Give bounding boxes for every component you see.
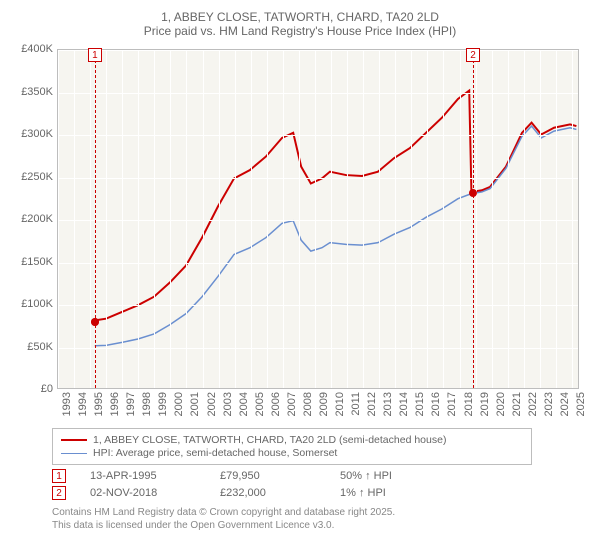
plot-area: 12	[57, 49, 579, 389]
legend-row-price: 1, ABBEY CLOSE, TATWORTH, CHARD, TA20 2L…	[61, 434, 523, 446]
legend-swatch-hpi	[61, 453, 87, 454]
series-hpi	[95, 126, 577, 346]
y-axis-label: £400K	[15, 43, 53, 55]
y-axis-label: £250K	[15, 171, 53, 183]
footer-line-2: This data is licensed under the Open Gov…	[52, 519, 590, 532]
x-axis-label: 1996	[109, 392, 121, 416]
event-price: £79,950	[220, 470, 340, 482]
event-date: 13-APR-1995	[90, 470, 220, 482]
x-axis-label: 2021	[511, 392, 523, 416]
x-axis-label: 1997	[125, 392, 137, 416]
event-row: 2 02-NOV-2018 £232,000 1% ↑ HPI	[52, 486, 532, 500]
x-axis-label: 2022	[527, 392, 539, 416]
y-axis-label: £0	[15, 383, 53, 395]
event-pct: 1% ↑ HPI	[340, 487, 440, 499]
chart-lines	[58, 50, 578, 388]
legend: 1, ABBEY CLOSE, TATWORTH, CHARD, TA20 2L…	[52, 428, 532, 465]
x-axis-label: 2004	[238, 392, 250, 416]
x-axis-label: 2023	[543, 392, 555, 416]
event-row: 1 13-APR-1995 £79,950 50% ↑ HPI	[52, 469, 532, 483]
title-subtitle: Price paid vs. HM Land Registry's House …	[10, 24, 590, 38]
event-marker-2: 2	[52, 486, 66, 500]
x-axis-label: 2010	[334, 392, 346, 416]
events-table: 1 13-APR-1995 £79,950 50% ↑ HPI 2 02-NOV…	[52, 469, 532, 500]
x-axis-label: 2017	[446, 392, 458, 416]
x-axis-label: 1993	[61, 392, 73, 416]
footer: Contains HM Land Registry data © Crown c…	[52, 506, 590, 532]
chart-title: 1, ABBEY CLOSE, TATWORTH, CHARD, TA20 2L…	[10, 10, 590, 38]
x-axis-label: 2015	[414, 392, 426, 416]
x-axis-label: 1994	[77, 392, 89, 416]
y-axis-label: £50K	[15, 341, 53, 353]
x-axis-label: 2001	[189, 392, 201, 416]
event-price: £232,000	[220, 487, 340, 499]
x-axis-label: 2013	[382, 392, 394, 416]
y-axis-label: £200K	[15, 213, 53, 225]
x-axis-label: 2014	[398, 392, 410, 416]
footer-line-1: Contains HM Land Registry data © Crown c…	[52, 506, 590, 519]
legend-label-hpi: HPI: Average price, semi-detached house,…	[93, 447, 337, 459]
series-start-dot	[91, 318, 99, 326]
x-axis-label: 1999	[157, 392, 169, 416]
legend-row-hpi: HPI: Average price, semi-detached house,…	[61, 447, 523, 459]
x-axis-label: 2020	[495, 392, 507, 416]
x-axis-label: 2012	[366, 392, 378, 416]
x-axis-label: 2003	[222, 392, 234, 416]
event-dot-2	[469, 189, 477, 197]
x-axis-label: 2011	[350, 392, 362, 416]
x-axis-label: 2018	[463, 392, 475, 416]
legend-label-price: 1, ABBEY CLOSE, TATWORTH, CHARD, TA20 2L…	[93, 434, 446, 446]
x-axis-label: 2016	[430, 392, 442, 416]
event-marker-1: 1	[52, 469, 66, 483]
x-axis-label: 1998	[141, 392, 153, 416]
y-axis-label: £300K	[15, 128, 53, 140]
event-pct: 50% ↑ HPI	[340, 470, 440, 482]
legend-swatch-price	[61, 439, 87, 441]
title-address: 1, ABBEY CLOSE, TATWORTH, CHARD, TA20 2L…	[10, 10, 590, 24]
y-axis-label: £100K	[15, 298, 53, 310]
y-axis-label: £350K	[15, 86, 53, 98]
chart: 12 £0£50K£100K£150K£200K£250K£300K£350K£…	[15, 44, 585, 424]
x-axis-label: 2005	[254, 392, 266, 416]
x-axis-label: 2025	[575, 392, 587, 416]
series-price_paid	[95, 91, 577, 321]
x-axis-label: 2000	[173, 392, 185, 416]
x-axis-label: 2009	[318, 392, 330, 416]
y-axis-label: £150K	[15, 256, 53, 268]
x-axis-label: 2024	[559, 392, 571, 416]
x-axis-label: 2019	[479, 392, 491, 416]
x-axis-label: 1995	[93, 392, 105, 416]
x-axis-label: 2006	[270, 392, 282, 416]
event-flag-2: 2	[466, 48, 480, 62]
event-date: 02-NOV-2018	[90, 487, 220, 499]
x-axis-label: 2008	[302, 392, 314, 416]
event-flag-1: 1	[88, 48, 102, 62]
x-axis-label: 2007	[286, 392, 298, 416]
x-axis-label: 2002	[206, 392, 218, 416]
